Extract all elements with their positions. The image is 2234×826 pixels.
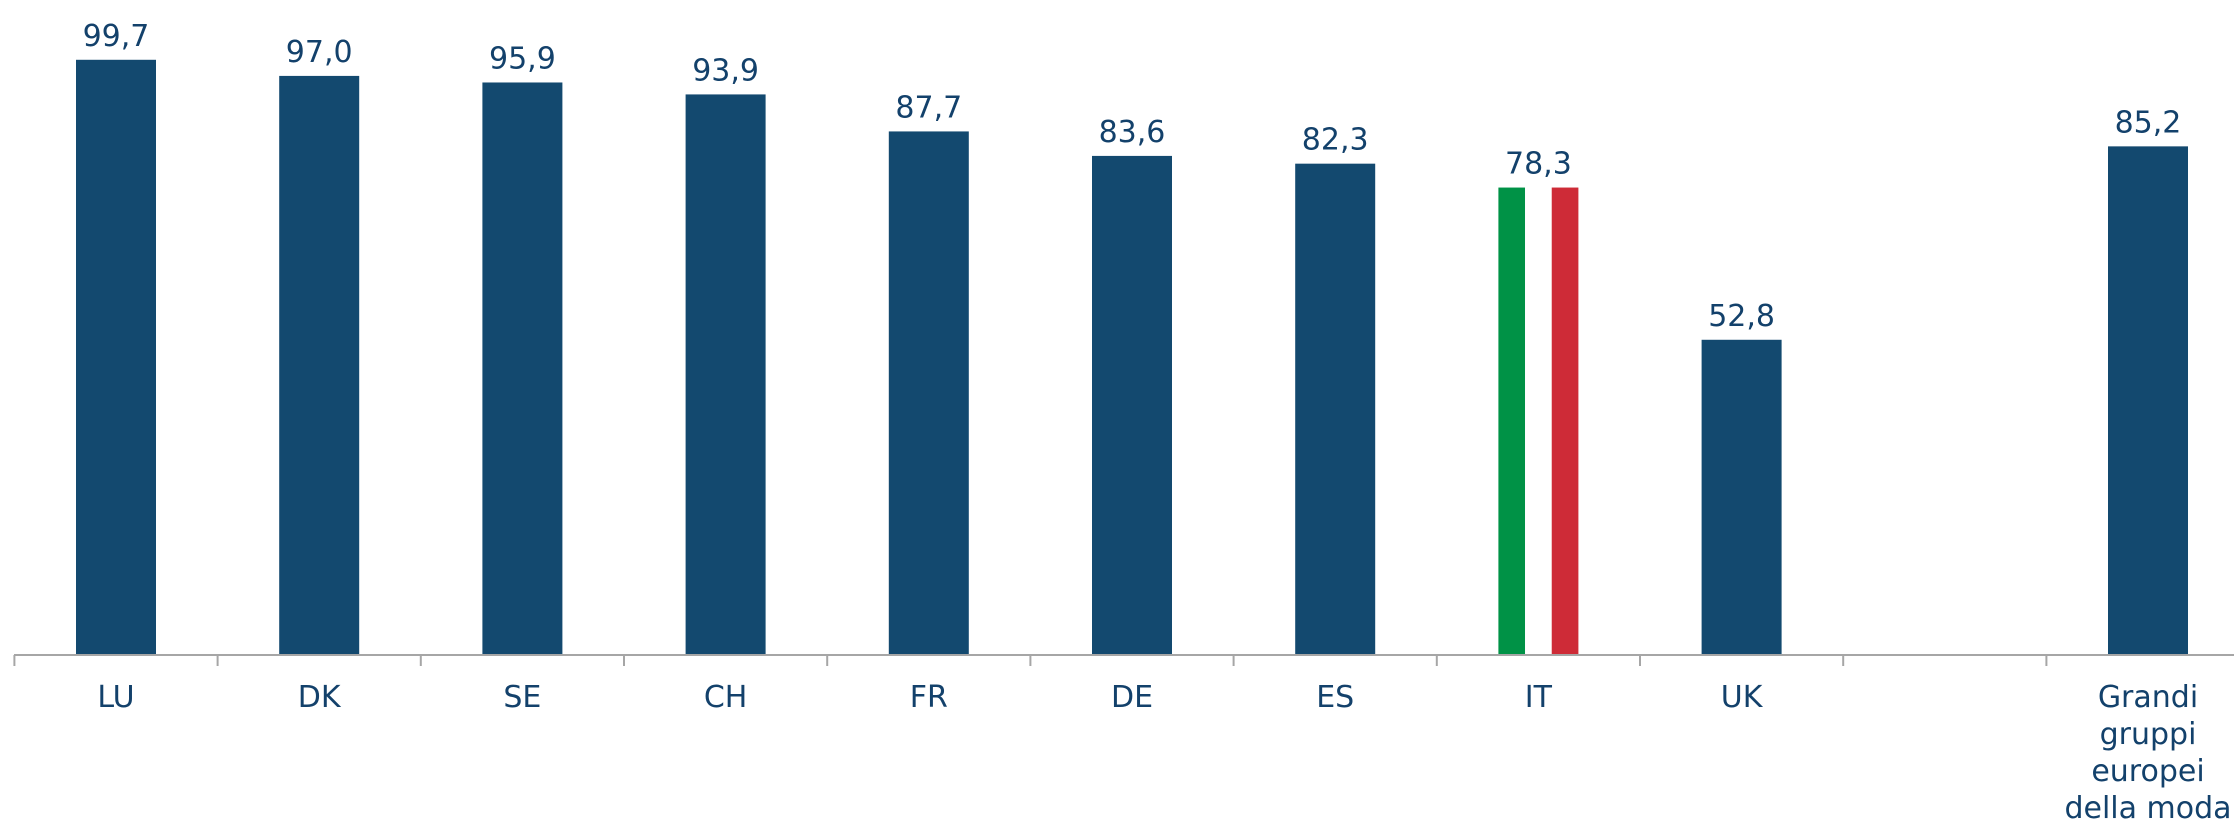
x-tick-label-it: IT (1525, 680, 1553, 715)
x-tick-label-line: Grandi (2098, 680, 2198, 715)
bar-it-stripe-1 (1498, 187, 1526, 656)
x-tick-label-line: ES (1316, 680, 1354, 715)
bar-dk (279, 75, 360, 655)
x-tick-label-lu: LU (97, 680, 134, 715)
x-tick-label-de: DE (1111, 680, 1153, 715)
x-tick-label-line: IT (1525, 680, 1553, 715)
data-label-se: 95,9 (489, 41, 556, 76)
bar-es (1295, 163, 1376, 656)
data-label-grandi-gruppi-europei-della-moda: 85,2 (2115, 105, 2182, 140)
x-tick-label-line: SE (503, 680, 541, 715)
x-tick-label-line: CH (704, 680, 748, 715)
x-tick-label-line: gruppi (2100, 717, 2197, 752)
data-label-es: 82,3 (1302, 123, 1369, 158)
data-label-de: 83,6 (1099, 115, 1166, 150)
data-label-ch: 93,9 (692, 53, 759, 88)
x-tick-label-line: europei (2091, 754, 2204, 789)
bars-layer (76, 59, 2188, 656)
bar-fr (888, 131, 969, 655)
x-tick-label-grandi-gruppi-europei-della-moda: Grandi gruppi europei della moda (2064, 680, 2231, 826)
x-tick-label-line: della moda (2064, 791, 2231, 826)
data-label-lu: 99,7 (83, 19, 150, 54)
bar-lu (76, 59, 156, 656)
x-axis: LU DK SE CH FR DE ES IT UK Grandi gruppi europei del… (13, 654, 2234, 826)
bar-se (482, 82, 563, 656)
value-labels-layer: 99,7 97,0 95,9 93,9 87,7 83,6 82,3 78,3 52,8 85,2 (83, 19, 2182, 334)
x-tick-label-line: LU (97, 680, 134, 715)
bar-uk (1701, 339, 1782, 655)
data-label-uk: 52,8 (1708, 299, 1775, 334)
bar-it-stripe-3 (1551, 187, 1579, 656)
x-tick-label-dk: DK (298, 680, 342, 715)
x-tick-label-es: ES (1316, 680, 1354, 715)
x-tick-label-line: DK (298, 680, 342, 715)
bar-de (1092, 155, 1172, 655)
x-tick-label-uk: UK (1721, 680, 1764, 715)
x-tick-label-line: DE (1111, 680, 1153, 715)
x-tick-label-line: UK (1721, 680, 1764, 715)
data-label-it: 78,3 (1505, 147, 1572, 182)
bar-grandi-gruppi-europei-della-moda (2108, 146, 2188, 656)
x-tick-label-se: SE (503, 680, 541, 715)
data-label-dk: 97,0 (286, 35, 353, 70)
bar-it-stripe-2 (1525, 187, 1552, 656)
data-label-fr: 87,7 (895, 90, 962, 125)
x-tick-label-line: FR (910, 680, 948, 715)
x-tick-label-fr: FR (910, 680, 948, 715)
bar-ch (685, 94, 766, 656)
x-tick-label-ch: CH (704, 680, 748, 715)
